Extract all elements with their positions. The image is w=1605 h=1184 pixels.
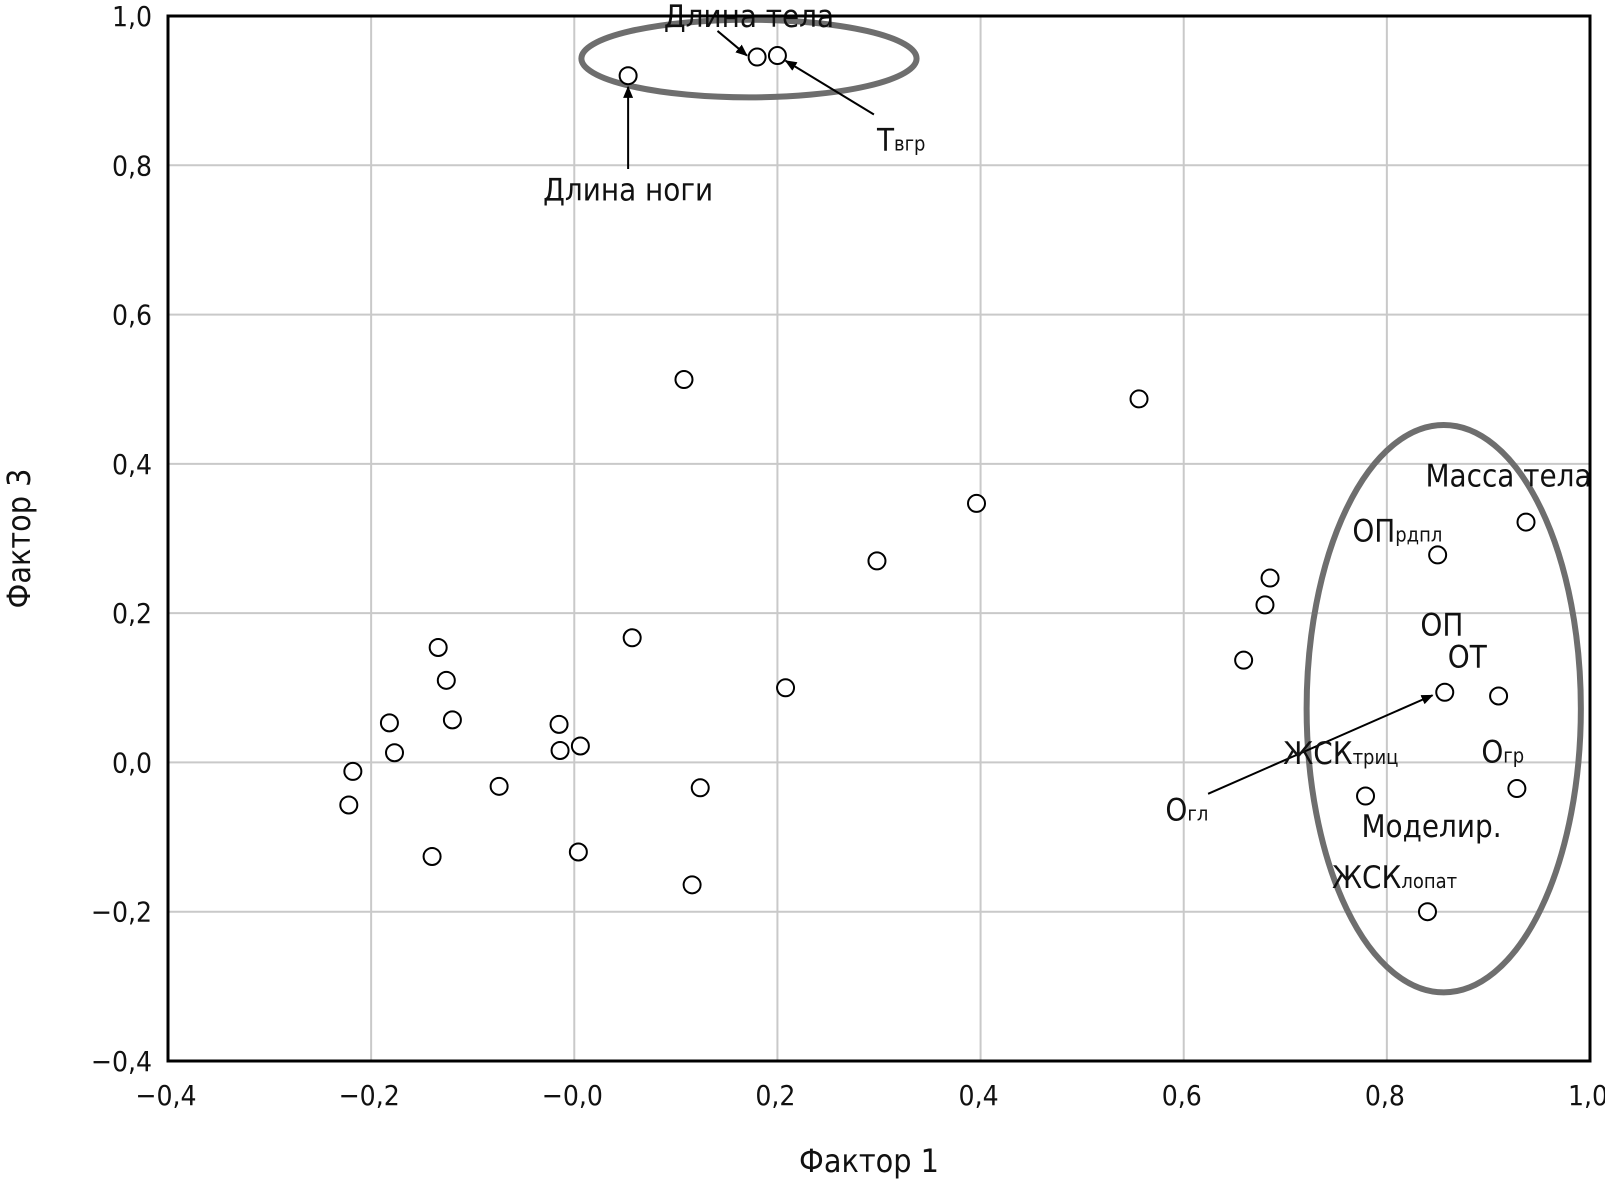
annotation-label: Огр — [1481, 734, 1524, 770]
annotation-arrow — [716, 30, 748, 57]
data-point — [343, 761, 363, 781]
data-point — [1516, 512, 1536, 532]
data-point — [1255, 595, 1275, 615]
data-point — [379, 713, 399, 733]
data-point — [674, 370, 694, 390]
annotation-label: Твгр — [876, 122, 926, 158]
y-tick-label: 0,0 — [112, 746, 152, 779]
data-point — [1507, 779, 1527, 799]
data-point — [682, 875, 702, 895]
y-axis-label: Фактор 3 — [0, 469, 38, 609]
annotation-main-text: Длина ноги — [543, 172, 713, 208]
data-point — [867, 551, 887, 571]
data-point — [489, 776, 509, 796]
data-point — [1435, 682, 1455, 702]
annotation-label: Огл — [1165, 793, 1208, 829]
data-point — [442, 710, 462, 730]
annotation-label: ЖСКлопат — [1332, 860, 1457, 896]
x-tick-label: 0,6 — [1162, 1079, 1202, 1112]
y-tick-label: 0,8 — [112, 149, 152, 182]
annotation-subscript: вгр — [894, 131, 925, 155]
y-tick-label: 0,2 — [112, 597, 152, 630]
annotation-main-text: О — [1481, 734, 1503, 770]
annotation-arrow — [784, 59, 875, 116]
y-tick-label: −0,2 — [91, 896, 152, 929]
data-point — [422, 846, 442, 866]
y-tick-label: 1,0 — [112, 0, 152, 33]
annotation-label: ОП — [1420, 608, 1463, 644]
y-axis-ticks: 1,0 0,8 0,6 0,4 0,2 0,0 −0,2 −0,4 — [91, 0, 152, 1078]
data-point — [1428, 545, 1448, 565]
x-tick-label: 1,0 — [1568, 1079, 1605, 1112]
data-point — [690, 778, 710, 798]
annotation-subscript: рдпл — [1395, 522, 1442, 546]
data-point — [622, 628, 642, 648]
x-tick-label: 0,8 — [1365, 1079, 1405, 1112]
data-point — [747, 47, 767, 67]
annotation-main-text: ЖСК — [1332, 860, 1402, 896]
annotation-subscript: гл — [1187, 802, 1208, 826]
y-tick-label: 0,6 — [112, 299, 152, 332]
annotation-label: Длина ноги — [543, 172, 713, 208]
annotation-label: ОПрдпл — [1352, 513, 1442, 549]
data-point — [568, 842, 588, 862]
x-axis-label: Фактор 1 — [799, 1142, 939, 1180]
data-point — [436, 670, 456, 690]
group-ellipse-1 — [578, 16, 920, 101]
annotation-main-text: О — [1165, 793, 1187, 829]
annotation-subscript: лопат — [1401, 869, 1457, 893]
x-axis-ticks: −0,4 −0,2 −0,0 0,2 0,4 0,6 0,8 1,0 — [135, 1079, 1605, 1112]
data-point — [776, 678, 796, 698]
data-point — [767, 46, 787, 66]
gridlines — [168, 16, 1590, 1061]
data-point — [1356, 786, 1376, 806]
data-point — [550, 740, 570, 760]
annotation-label: ЖСКтриц — [1283, 736, 1398, 772]
annotation-main-text: ОП — [1352, 513, 1395, 549]
y-tick-label: 0,4 — [112, 448, 152, 481]
annotation-main-text: Моделир. — [1361, 809, 1501, 845]
y-tick-label: −0,4 — [91, 1045, 152, 1078]
annotation-main-text: ОП — [1420, 608, 1463, 644]
data-point — [967, 493, 987, 513]
x-tick-label: −0,0 — [542, 1079, 603, 1112]
data-points — [339, 46, 1536, 922]
annotation-main-text: ЖСК — [1283, 736, 1353, 772]
annotation-label: Длина тела — [664, 0, 834, 35]
data-point — [339, 795, 359, 815]
annotation-main-text: Масса тела — [1425, 458, 1591, 494]
annotation-label: Масса тела — [1425, 458, 1591, 494]
x-tick-label: −0,2 — [339, 1079, 400, 1112]
data-point — [1417, 902, 1437, 922]
group-ellipses — [578, 16, 1584, 996]
data-point — [1234, 650, 1254, 670]
annotation-arrow — [1207, 694, 1434, 795]
x-tick-label: −0,4 — [135, 1079, 196, 1112]
annotation-subscript: гр — [1503, 743, 1524, 767]
data-point — [385, 743, 405, 763]
data-point — [549, 714, 569, 734]
annotation-main-text: Т — [876, 122, 895, 158]
annotation-label: ОТ — [1448, 640, 1488, 676]
annotation-label: Моделир. — [1361, 809, 1501, 845]
annotation-subscript: триц — [1353, 745, 1399, 769]
x-tick-label: 0,4 — [959, 1079, 999, 1112]
data-point — [570, 736, 590, 756]
data-point — [1129, 389, 1149, 409]
data-point — [1489, 686, 1509, 706]
x-tick-label: 0,2 — [755, 1079, 795, 1112]
annotation-arrows — [623, 30, 1434, 795]
data-point — [428, 637, 448, 657]
annotation-main-text: ОТ — [1448, 640, 1488, 676]
annotation-main-text: Длина тела — [664, 0, 834, 35]
plot-frame — [166, 14, 1592, 1063]
data-point — [1260, 568, 1280, 588]
data-point — [618, 66, 638, 86]
group-ellipse-2 — [1303, 422, 1584, 996]
